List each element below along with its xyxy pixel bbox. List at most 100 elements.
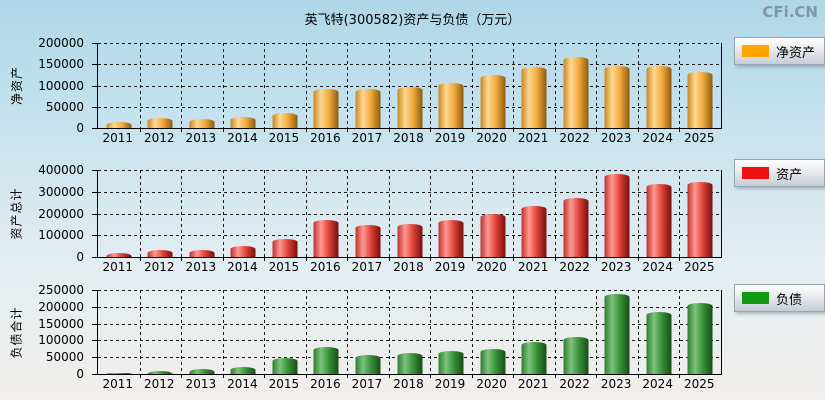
gridline-vertical [471, 290, 473, 374]
legend-swatch-assets [742, 167, 769, 179]
y-tick-mark [92, 43, 97, 44]
bar-2011 [106, 122, 132, 128]
x-tick-label: 2012 [144, 260, 175, 274]
bar-2019 [438, 83, 464, 128]
x-tick-mark [347, 258, 349, 261]
y-tick-mark [92, 191, 97, 193]
bar-2023 [604, 294, 630, 374]
plot-area [92, 43, 722, 132]
gridline-vertical [430, 43, 432, 128]
gridline-vertical [554, 290, 556, 374]
bar-2014 [230, 366, 256, 374]
gridline-vertical [430, 170, 432, 257]
x-tick-label: 2018 [393, 131, 424, 145]
gridline-horizontal [98, 43, 721, 44]
bar-2023 [604, 173, 630, 257]
bar-2022 [563, 197, 589, 257]
bar-2017 [355, 88, 381, 128]
x-tick-label: 2015 [268, 377, 300, 391]
gridline-vertical [637, 170, 639, 257]
gridline-horizontal [98, 340, 721, 342]
x-tick-mark [264, 375, 266, 378]
x-tick-label: 2014 [227, 377, 258, 391]
y-tick-mark [92, 340, 97, 342]
x-tick-label: 2011 [102, 131, 134, 145]
x-tick-label: 2015 [268, 131, 300, 145]
x-tick-mark [388, 375, 390, 378]
bar-2021 [521, 67, 547, 128]
y-tick-mark [92, 357, 97, 359]
gridline-vertical [388, 170, 390, 257]
x-tick-label: 2025 [683, 260, 715, 274]
gridline-horizontal [98, 306, 721, 308]
gridline-vertical [181, 170, 183, 257]
x-tick-label: 2019 [434, 131, 466, 145]
bar-2024 [646, 184, 672, 257]
bar-2024 [646, 311, 672, 374]
x-tick-mark [430, 129, 432, 132]
y-tick-label: 50000 [45, 350, 84, 365]
bar-2013 [189, 369, 215, 374]
y-tick-label: 50000 [45, 99, 84, 114]
y-tick-mark [92, 235, 97, 237]
x-tick-mark [388, 258, 390, 261]
legend-swatch-net-assets [742, 45, 769, 57]
x-tick-mark [347, 375, 349, 378]
x-tick-mark [139, 129, 141, 132]
gridline-vertical [347, 170, 349, 257]
y-tick-mark [92, 306, 97, 308]
y-tick-label: 0 [76, 250, 84, 264]
bar-2012 [147, 250, 173, 257]
x-axis-labels: 2011 2012 2013 2014 2015 2016 2017 2018 2019 2020… [97, 377, 720, 391]
y-axis-ticks: 0 50000 100000 150000 200000 250000 [0, 284, 92, 380]
site-watermark: CFi.CN [762, 3, 818, 21]
bar-2011 [106, 253, 132, 257]
bar-2018 [397, 87, 422, 128]
bar-2015 [272, 357, 298, 374]
x-tick-label: 2024 [642, 131, 673, 145]
x-tick-label: 2024 [642, 260, 673, 274]
x-tick-label: 2011 [102, 260, 134, 274]
bar-2014 [230, 246, 256, 257]
x-tick-label: 2025 [683, 131, 715, 145]
bar-2014 [230, 116, 256, 128]
gridline-horizontal [98, 170, 721, 171]
bar-2012 [147, 370, 173, 374]
bar-2016 [313, 347, 339, 374]
x-tick-label: 2011 [102, 377, 134, 391]
x-tick-mark [471, 258, 473, 261]
x-tick-label: 2016 [310, 260, 341, 274]
x-tick-label: 2021 [517, 131, 549, 145]
x-tick-mark [596, 129, 598, 132]
gridline-vertical [388, 43, 390, 128]
y-tick-mark [92, 374, 97, 375]
x-tick-label: 2013 [185, 131, 217, 145]
y-tick-label: 200000 [38, 206, 84, 221]
gridline-vertical [679, 290, 681, 374]
x-tick-label: 2014 [227, 131, 258, 145]
x-tick-mark [513, 375, 515, 378]
gridline-vertical [513, 43, 515, 128]
bar-2021 [521, 205, 547, 257]
x-axis-labels: 2011 2012 2013 2014 2015 2016 2017 2018 2019 2020… [97, 260, 720, 274]
x-tick-label: 2012 [144, 131, 175, 145]
x-tick-label: 2012 [144, 377, 175, 391]
x-tick-mark [264, 258, 266, 261]
x-tick-label: 2019 [434, 260, 466, 274]
gridline-vertical [264, 170, 266, 257]
bar-2023 [604, 65, 630, 128]
gridline-vertical [181, 290, 183, 374]
bar-2019 [438, 351, 464, 374]
x-tick-label: 2023 [600, 260, 632, 274]
gridline-vertical [139, 170, 141, 257]
x-tick-mark [264, 129, 266, 132]
gridline-vertical [222, 290, 224, 374]
x-tick-label: 2025 [683, 377, 715, 391]
bar-2012 [147, 118, 173, 128]
x-tick-label: 2023 [600, 131, 632, 145]
gridline-horizontal [98, 191, 721, 193]
y-tick-mark [92, 128, 97, 129]
chart-total-liabilities: 负债合计 0 50000 100000 150000 200000 250000 2011… [0, 284, 825, 391]
gridline-vertical [305, 290, 307, 374]
y-tick-mark [92, 257, 97, 258]
